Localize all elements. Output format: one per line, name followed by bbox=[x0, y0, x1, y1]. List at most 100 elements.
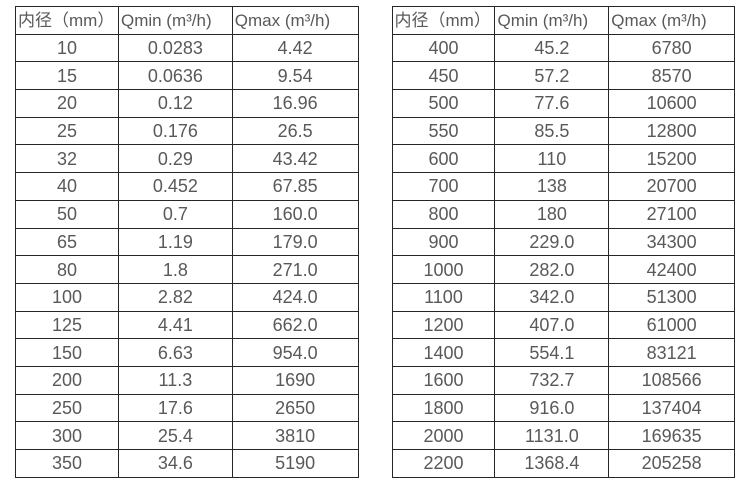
table-row: 50 0.7 160.0 bbox=[15, 199, 359, 229]
flow-table-small-diameters: 内径（mm） Qmin (m³/h) Qmax (m³/h) 10 0.0283 4… bbox=[15, 6, 359, 478]
flow-table-large-diameters: 内径（mm） Qmin (m³/h) Qmax (m³/h) 400 45.2 67… bbox=[391, 6, 736, 478]
table-cell: 180 bbox=[494, 199, 610, 229]
table-cell: 2.82 bbox=[117, 282, 233, 312]
table-cell: 85.5 bbox=[494, 116, 610, 146]
table-cell: 45.2 bbox=[494, 33, 610, 63]
table-cell: 5190 bbox=[231, 449, 359, 478]
table-cell: 500 bbox=[391, 89, 496, 118]
table-cell: 15200 bbox=[608, 144, 735, 174]
table-cell: 34.6 bbox=[117, 449, 233, 478]
table-cell: 916.0 bbox=[494, 393, 610, 423]
table-row: 150 6.63 954.0 bbox=[15, 338, 359, 367]
table-cell: 2000 bbox=[391, 421, 496, 450]
table-cell: 61000 bbox=[608, 310, 735, 340]
table-cell: 10600 bbox=[608, 89, 735, 118]
table-cell: 400 bbox=[391, 33, 496, 63]
table-cell: 3810 bbox=[231, 421, 359, 450]
table-cell: 732.7 bbox=[494, 365, 610, 395]
table-cell: 15 bbox=[15, 61, 119, 91]
table-row: 20 0.12 16.96 bbox=[15, 89, 359, 118]
header-diameter: 内径（mm） bbox=[15, 6, 119, 35]
table-cell: 800 bbox=[391, 199, 496, 229]
table-row: 1200 407.0 61000 bbox=[391, 310, 735, 340]
table-cell: 0.176 bbox=[117, 116, 233, 146]
table-cell: 2200 bbox=[391, 449, 496, 478]
table-row: 450 57.2 8570 bbox=[391, 61, 735, 91]
table-row: 200 11.3 1690 bbox=[15, 365, 359, 395]
table-row: 2200 1368.4 205258 bbox=[391, 449, 735, 478]
table-cell: 160.0 bbox=[231, 199, 359, 229]
table-cell: 65 bbox=[15, 227, 119, 257]
table-cell: 43.42 bbox=[231, 144, 359, 174]
table-cell: 100 bbox=[15, 282, 119, 312]
table-cell: 1400 bbox=[391, 338, 496, 367]
table-row: 32 0.29 43.42 bbox=[15, 144, 359, 174]
table-cell: 1600 bbox=[391, 365, 496, 395]
table-cell: 0.12 bbox=[117, 89, 233, 118]
table-row: 900 229.0 34300 bbox=[391, 227, 735, 257]
table-cell: 12800 bbox=[608, 116, 735, 146]
table-body: 400 45.2 6780 450 57.2 8570 500 77.6 10600 550 85.… bbox=[391, 33, 735, 478]
table-row: 300 25.4 3810 bbox=[15, 421, 359, 450]
table-cell: 350 bbox=[15, 449, 119, 478]
table-row: 125 4.41 662.0 bbox=[15, 310, 359, 340]
table-cell: 83121 bbox=[608, 338, 735, 367]
table-cell: 271.0 bbox=[231, 255, 359, 284]
table-cell: 2650 bbox=[231, 393, 359, 423]
table-cell: 125 bbox=[15, 310, 119, 340]
table-cell: 662.0 bbox=[231, 310, 359, 340]
table-cell: 0.29 bbox=[117, 144, 233, 174]
header-qmax: Qmax (m³/h) bbox=[231, 6, 359, 35]
table-cell: 600 bbox=[391, 144, 496, 174]
table-cell: 51300 bbox=[608, 282, 735, 312]
table-cell: 77.6 bbox=[494, 89, 610, 118]
table-row: 25 0.176 26.5 bbox=[15, 116, 359, 146]
table-row: 550 85.5 12800 bbox=[391, 116, 735, 146]
table-cell: 1100 bbox=[391, 282, 496, 312]
table-cell: 0.0636 bbox=[117, 61, 233, 91]
table-row: 800 180 27100 bbox=[391, 199, 735, 229]
table-cell: 550 bbox=[391, 116, 496, 146]
table-cell: 32 bbox=[15, 144, 119, 174]
table-cell: 0.452 bbox=[117, 172, 233, 201]
table-cell: 169635 bbox=[608, 421, 735, 450]
table-cell: 6780 bbox=[608, 33, 735, 63]
table-cell: 40 bbox=[15, 172, 119, 201]
table-cell: 110 bbox=[494, 144, 610, 174]
table-cell: 25 bbox=[15, 116, 119, 146]
table-header: 内径（mm） Qmin (m³/h) Qmax (m³/h) bbox=[391, 6, 735, 35]
table-cell: 6.63 bbox=[117, 338, 233, 367]
header-diameter: 内径（mm） bbox=[391, 6, 496, 35]
table-cell: 342.0 bbox=[494, 282, 610, 312]
table-cell: 17.6 bbox=[117, 393, 233, 423]
table-cell: 9.54 bbox=[231, 61, 359, 91]
table-cell: 0.0283 bbox=[117, 33, 233, 63]
table-cell: 229.0 bbox=[494, 227, 610, 257]
table-header: 内径（mm） Qmin (m³/h) Qmax (m³/h) bbox=[15, 6, 359, 35]
header-qmin: Qmin (m³/h) bbox=[117, 6, 233, 35]
table-body: 10 0.0283 4.42 15 0.0636 9.54 20 0.12 16.96 25 0.1… bbox=[15, 33, 359, 478]
table-row: 600 110 15200 bbox=[391, 144, 735, 174]
table-cell: 282.0 bbox=[494, 255, 610, 284]
table-cell: 205258 bbox=[608, 449, 735, 478]
table-cell: 80 bbox=[15, 255, 119, 284]
table-row: 350 34.6 5190 bbox=[15, 449, 359, 478]
table-row: 400 45.2 6780 bbox=[391, 33, 735, 63]
table-cell: 954.0 bbox=[231, 338, 359, 367]
table-cell: 57.2 bbox=[494, 61, 610, 91]
table-row: 15 0.0636 9.54 bbox=[15, 61, 359, 91]
table-cell: 1000 bbox=[391, 255, 496, 284]
table-cell: 10 bbox=[15, 33, 119, 63]
table-row: 1800 916.0 137404 bbox=[391, 393, 735, 423]
header-qmax: Qmax (m³/h) bbox=[608, 6, 735, 35]
table-cell: 8570 bbox=[608, 61, 735, 91]
table-cell: 11.3 bbox=[117, 365, 233, 395]
table-cell: 42400 bbox=[608, 255, 735, 284]
table-cell: 1690 bbox=[231, 365, 359, 395]
table-cell: 20700 bbox=[608, 172, 735, 201]
table-cell: 26.5 bbox=[231, 116, 359, 146]
table-cell: 1.19 bbox=[117, 227, 233, 257]
table-cell: 1.8 bbox=[117, 255, 233, 284]
table-cell: 25.4 bbox=[117, 421, 233, 450]
